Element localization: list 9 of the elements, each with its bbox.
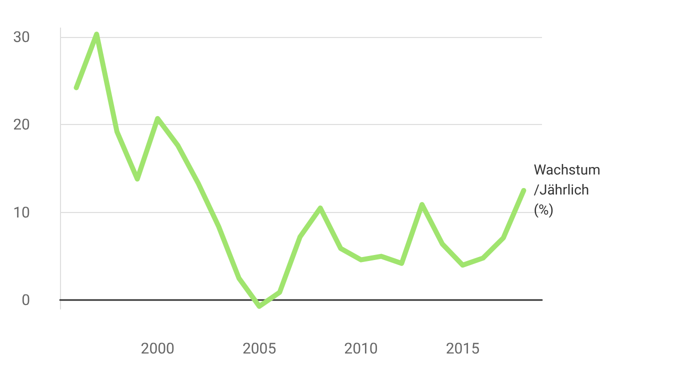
x-tick-label: 2015 [446, 340, 480, 358]
y-tick-label: 0 [22, 291, 30, 310]
series-label: Wachstum /Jährlich (%) [534, 162, 604, 218]
y-tick-label: 20 [13, 116, 30, 134]
y-tick-label: 30 [13, 28, 30, 46]
x-tick-label: 2010 [344, 340, 378, 358]
y-tick-label: 10 [13, 203, 30, 222]
x-tick-label: 2000 [140, 340, 174, 358]
x-tick-label: 2005 [242, 340, 276, 358]
